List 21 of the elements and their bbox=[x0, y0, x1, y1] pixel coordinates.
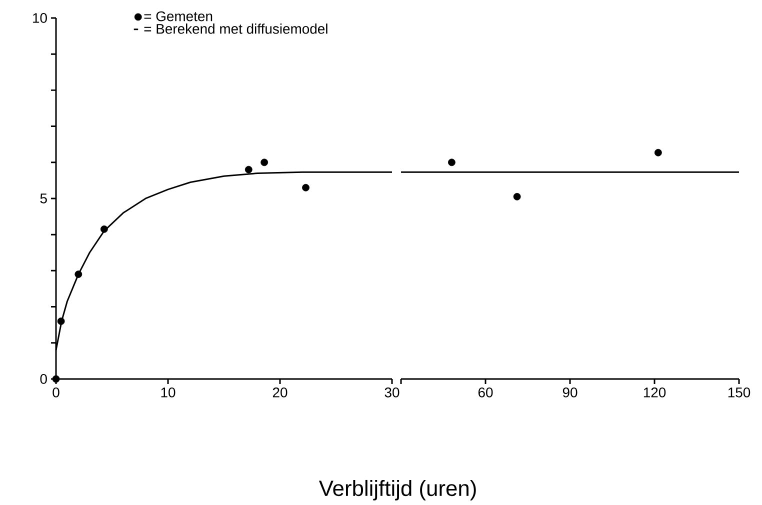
point bbox=[52, 375, 60, 383]
x-axis-title: Verblijftijd (uren) bbox=[318, 480, 476, 500]
x-tick-label: 30 bbox=[384, 387, 400, 398]
point bbox=[57, 318, 65, 325]
x-tick-label: 10 bbox=[161, 387, 176, 398]
y-tick-label: 5 bbox=[40, 194, 47, 204]
point bbox=[74, 270, 82, 278]
x-tick-label: 120 bbox=[644, 387, 666, 398]
x-tick-label: 60 bbox=[478, 387, 493, 398]
x-tick-label: 20 bbox=[272, 387, 288, 398]
legend-label: = Gemeten bbox=[144, 11, 212, 22]
legend-label: = Berekend met diffusiemodel bbox=[144, 24, 328, 34]
point bbox=[260, 158, 268, 166]
point bbox=[100, 225, 108, 233]
point bbox=[302, 184, 310, 192]
y-tick-label: 0 bbox=[40, 374, 47, 384]
x-tick-label: 150 bbox=[728, 387, 750, 398]
x-tick-label: 0 bbox=[52, 387, 60, 398]
x-tick-label: 90 bbox=[562, 387, 578, 398]
y-tick-label: 10 bbox=[33, 13, 47, 23]
point bbox=[244, 166, 252, 174]
